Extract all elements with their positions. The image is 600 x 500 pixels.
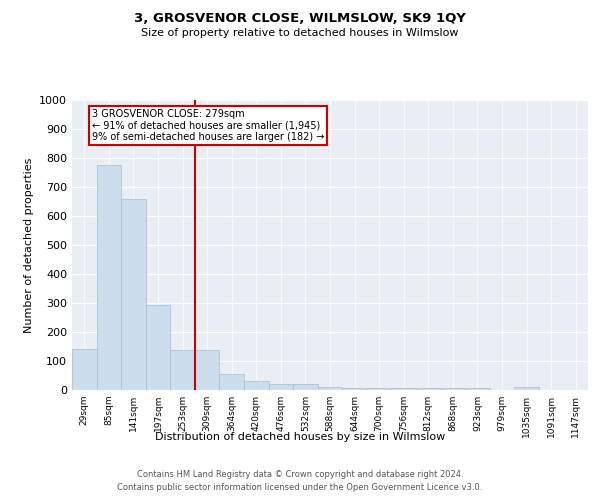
Bar (146, 305, 170, 390)
Bar (367, 388, 391, 390)
Bar (514, 387, 539, 390)
Text: Contains public sector information licensed under the Open Government Licence v3: Contains public sector information licen… (118, 482, 482, 492)
Bar (220, 374, 244, 390)
Bar (170, 350, 195, 390)
Text: 3 GROSVENOR CLOSE: 279sqm
← 91% of detached houses are smaller (1,945)
9% of sem: 3 GROSVENOR CLOSE: 279sqm ← 91% of detac… (92, 108, 324, 142)
Bar (416, 388, 440, 390)
Text: 3, GROSVENOR CLOSE, WILMSLOW, SK9 1QY: 3, GROSVENOR CLOSE, WILMSLOW, SK9 1QY (134, 12, 466, 26)
Bar (269, 384, 293, 390)
Bar (440, 388, 465, 390)
Bar (121, 198, 146, 390)
Text: Contains HM Land Registry data © Crown copyright and database right 2024.: Contains HM Land Registry data © Crown c… (137, 470, 463, 479)
Bar (72, 350, 97, 390)
Bar (97, 166, 121, 390)
Bar (244, 382, 269, 390)
Bar (465, 388, 490, 390)
Bar (391, 388, 416, 390)
Bar (195, 350, 220, 390)
Bar (342, 388, 367, 390)
Bar (318, 387, 342, 390)
Y-axis label: Number of detached properties: Number of detached properties (23, 158, 34, 332)
Text: Size of property relative to detached houses in Wilmslow: Size of property relative to detached ho… (141, 28, 459, 38)
Text: Distribution of detached houses by size in Wilmslow: Distribution of detached houses by size … (155, 432, 445, 442)
Bar (293, 384, 318, 390)
